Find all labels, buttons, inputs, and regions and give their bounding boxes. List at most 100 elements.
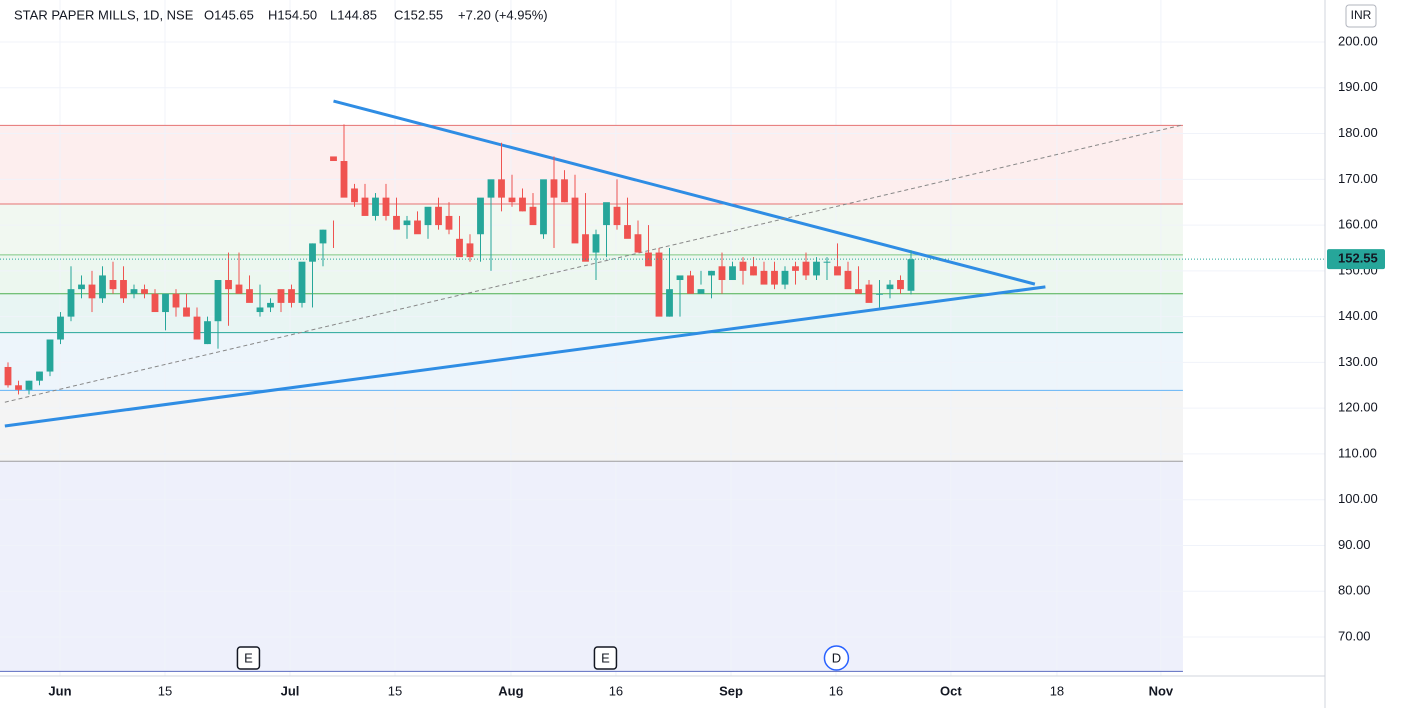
x-tick-label: 15 bbox=[158, 683, 172, 698]
event-marker bbox=[236, 646, 261, 670]
candle-body bbox=[739, 261, 747, 271]
candle-body bbox=[340, 161, 348, 198]
candle-body bbox=[193, 316, 201, 340]
y-tick-label: 180.00 bbox=[1338, 125, 1378, 140]
background bbox=[0, 0, 1325, 676]
candle-body bbox=[802, 261, 810, 276]
candle-body bbox=[183, 307, 190, 317]
candle-body bbox=[508, 197, 516, 203]
close-label: C152.55 bbox=[394, 7, 443, 22]
x-tick-label: Jun bbox=[48, 683, 71, 698]
candle-body bbox=[435, 206, 442, 226]
x-tick-label: Jul bbox=[281, 683, 300, 698]
candle-body bbox=[697, 289, 705, 294]
candle-body bbox=[540, 179, 547, 235]
candle-body bbox=[634, 234, 642, 253]
candle-body bbox=[477, 197, 484, 235]
plot: 70.00 80.00 90.00 100.00 110.00 120.00 130.00 1… bbox=[0, 33, 1385, 698]
candle-body bbox=[319, 229, 327, 244]
y-tick-label: 80.00 bbox=[1338, 583, 1371, 598]
candle-body bbox=[771, 270, 778, 285]
last-price-label: 152.55 bbox=[1338, 251, 1378, 266]
trendline bbox=[4, 124, 1184, 403]
candle-body bbox=[225, 280, 232, 290]
candle-body bbox=[15, 385, 22, 390]
x-tick-label: Nov bbox=[1149, 683, 1174, 698]
candle-body bbox=[214, 280, 222, 322]
candle-body bbox=[445, 215, 453, 230]
fib-zone bbox=[0, 125, 1183, 205]
candle-body bbox=[687, 275, 694, 294]
candle-body bbox=[309, 243, 316, 262]
trendline bbox=[4, 285, 1046, 428]
change-label: +7.20 (+4.95%) bbox=[458, 7, 548, 22]
last-price-box bbox=[1327, 249, 1385, 270]
candle-body bbox=[99, 275, 106, 299]
candle-body bbox=[865, 284, 873, 303]
candle-body bbox=[130, 289, 138, 294]
y-tick-label: 130.00 bbox=[1338, 354, 1378, 369]
candle-body bbox=[561, 179, 568, 203]
candle-body bbox=[519, 197, 526, 212]
y-tick-label: 200.00 bbox=[1338, 33, 1378, 48]
candle-body bbox=[550, 179, 558, 198]
y-tick-label: 120.00 bbox=[1338, 400, 1378, 415]
candle-body bbox=[414, 220, 421, 235]
candle-body bbox=[760, 270, 768, 285]
candle-body bbox=[235, 284, 243, 294]
candle-body bbox=[393, 215, 400, 230]
candle-body bbox=[897, 280, 904, 290]
candle-body bbox=[666, 289, 673, 317]
candle-body bbox=[141, 289, 148, 294]
open-label: O145.65 bbox=[204, 7, 254, 22]
candle-body bbox=[298, 261, 306, 303]
candle-body bbox=[151, 293, 159, 313]
fib-zone bbox=[0, 390, 1183, 462]
candle-body bbox=[120, 280, 127, 299]
fib-zone bbox=[0, 254, 1183, 294]
fib-zone bbox=[0, 204, 1183, 255]
candle-body bbox=[361, 197, 369, 216]
candle-body bbox=[267, 302, 274, 308]
candle-body bbox=[571, 197, 579, 244]
high-label: H154.50 bbox=[268, 7, 317, 22]
y-tick-label: 90.00 bbox=[1338, 537, 1371, 552]
x-tick-label: 16 bbox=[829, 683, 843, 698]
candle-body bbox=[172, 293, 180, 308]
candle-body bbox=[88, 284, 96, 299]
candle-body bbox=[351, 188, 358, 203]
currency-box[interactable] bbox=[1345, 4, 1377, 28]
candle-body bbox=[78, 284, 85, 290]
candle-body bbox=[403, 220, 411, 226]
candle-body bbox=[592, 234, 600, 253]
candle-body bbox=[277, 289, 285, 303]
candle-body bbox=[424, 206, 432, 226]
candle-body bbox=[718, 266, 726, 281]
y-tick-label: 70.00 bbox=[1338, 628, 1371, 643]
candle-body bbox=[256, 307, 264, 313]
x-tick-label: Oct bbox=[940, 683, 962, 698]
event-marker bbox=[593, 646, 618, 670]
candle-body bbox=[729, 266, 736, 281]
candle-body bbox=[466, 243, 474, 258]
candle-body bbox=[844, 270, 852, 290]
y-tick-label: 100.00 bbox=[1338, 491, 1378, 506]
candle-body bbox=[624, 225, 631, 239]
candle-body bbox=[813, 261, 820, 276]
candle-body bbox=[792, 266, 799, 271]
candle-body bbox=[582, 234, 589, 262]
currency: INR bbox=[1351, 8, 1372, 22]
x-tick-label: 15 bbox=[388, 683, 402, 698]
candle-body bbox=[25, 380, 33, 390]
fib-zone bbox=[0, 332, 1183, 391]
candle-body bbox=[372, 197, 379, 216]
event-label: D bbox=[832, 650, 841, 665]
candle-body bbox=[781, 270, 789, 285]
candle-body bbox=[498, 179, 505, 198]
candle-body bbox=[907, 259, 915, 291]
low-label: L144.85 bbox=[330, 7, 377, 22]
x-tick-label: 18 bbox=[1050, 683, 1064, 698]
candle-body bbox=[204, 321, 211, 345]
candle-body bbox=[46, 339, 54, 372]
